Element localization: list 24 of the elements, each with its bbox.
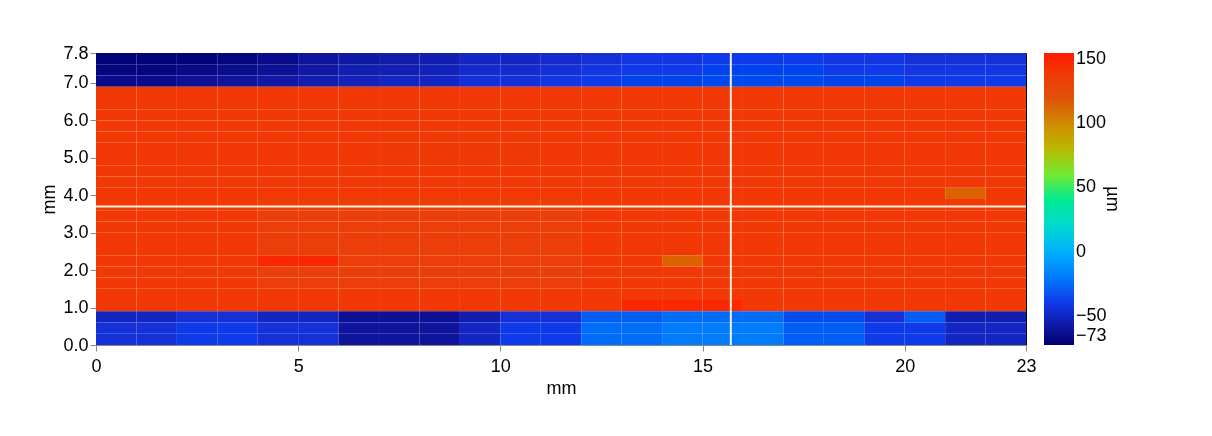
y-tick-label: 5.0 — [63, 147, 89, 168]
x-tick-label: 15 — [693, 355, 714, 376]
y-tick-label: 4.0 — [63, 184, 89, 205]
x-tick-label: 5 — [293, 355, 304, 376]
x-tick-label: 23 — [1016, 355, 1037, 376]
color-bar-label: −73 — [1076, 325, 1107, 345]
color-bar-label: 100 — [1076, 112, 1107, 133]
color-bar-label: −50 — [1076, 304, 1107, 325]
color-bar-label: 50 — [1076, 176, 1097, 197]
color-bar-label: 150 — [1076, 48, 1107, 69]
color-bar-label: 0 — [1076, 240, 1087, 261]
color-bar-title: µm — [1103, 186, 1123, 212]
x-tick-label: 10 — [490, 355, 511, 376]
x-tick-label: 20 — [895, 355, 916, 376]
y-tick-label: 2.0 — [63, 259, 89, 280]
y-tick-label: 6.0 — [63, 109, 89, 130]
y-axis-title: mm — [39, 184, 60, 215]
x-tick-label: 0 — [91, 355, 102, 376]
y-tick-label: 1.0 — [63, 297, 89, 318]
y-tick-label: 0.0 — [63, 334, 89, 355]
y-tick-label: 7.0 — [63, 72, 89, 93]
y-tick-label: 7.8 — [63, 42, 89, 63]
x-axis-title: mm — [546, 377, 577, 398]
y-tick-label: 3.0 — [63, 222, 89, 243]
